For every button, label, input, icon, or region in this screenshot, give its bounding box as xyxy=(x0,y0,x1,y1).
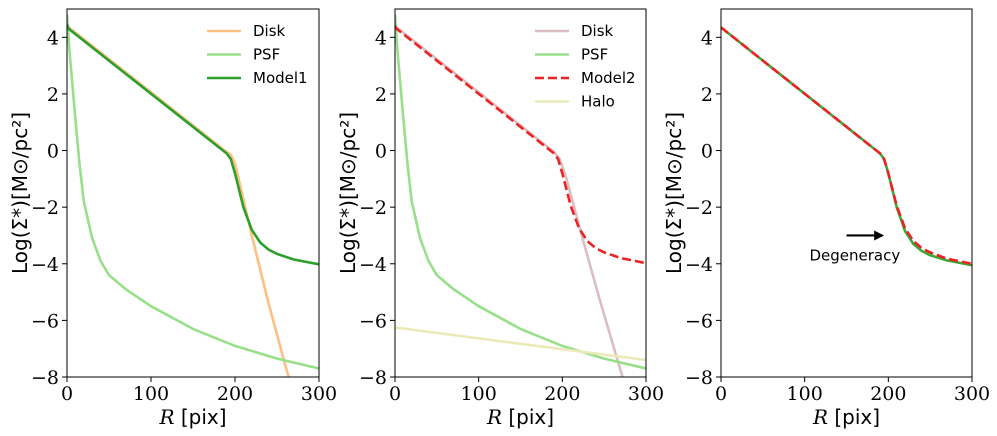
x-tick-label: 300 xyxy=(954,383,990,405)
x-tick-label: 200 xyxy=(217,383,253,405)
x-tick-label: 100 xyxy=(461,383,497,405)
x-tick-label: 300 xyxy=(628,383,664,405)
x-tick-label: 0 xyxy=(715,383,727,405)
y-tick-label: −8 xyxy=(359,367,387,389)
series-line-model2 xyxy=(721,26,972,266)
series-line-psf xyxy=(395,14,646,370)
x-axis-label: R [pix] xyxy=(486,405,554,429)
panel-left: 0 100 200 300 4 2 0 −2 −4 −6 −8 R [pix] Log(Σ*)[M⊙/p… xyxy=(8,8,337,429)
annotation-arrowhead xyxy=(874,230,885,241)
y-tick-label: −4 xyxy=(31,254,59,276)
y-tick-label: −6 xyxy=(31,310,59,332)
plot-area xyxy=(721,26,972,267)
y-tick-label: 4 xyxy=(701,27,713,49)
series-line-model1 xyxy=(721,26,972,267)
plot-area xyxy=(67,14,319,377)
legend-label-model2: Model2 xyxy=(581,69,636,87)
panel-middle: 0 100 200 300 4 2 0 −2 −4 −6 −8 R [pix] Log(Σ*)[M⊙/p… xyxy=(336,8,664,429)
y-tick-label: −2 xyxy=(685,197,713,219)
axes-frame xyxy=(66,8,320,378)
x-tick-label: 100 xyxy=(787,383,823,405)
y-tick-label: −6 xyxy=(685,310,713,332)
x-tick-label: 200 xyxy=(544,383,580,405)
panel-right: 0 100 200 300 4 2 0 −2 −4 −6 −8 R [pix] Log(Σ*)[M⊙/p… xyxy=(662,8,990,429)
x-tick-label: 0 xyxy=(61,383,73,405)
series-line-halo xyxy=(395,326,646,362)
y-axis-label: Log(Σ*)[M⊙/pc²] xyxy=(8,112,32,274)
y-tick-label: −2 xyxy=(359,197,387,219)
series-line-psf xyxy=(67,14,319,370)
legend-label-model1: Model1 xyxy=(253,69,308,87)
y-tick-label: −4 xyxy=(359,254,387,276)
y-tick-label: 4 xyxy=(47,27,59,49)
x-tick-label: 300 xyxy=(301,383,337,405)
annotation-label: Degeneracy xyxy=(809,246,900,264)
axes-frame xyxy=(720,8,973,378)
x-axis-label: R [pix] xyxy=(158,405,226,429)
y-tick-label: −2 xyxy=(31,197,59,219)
legend-label-psf: PSF xyxy=(581,46,608,64)
series-line-disk xyxy=(395,24,624,377)
y-tick-label: 0 xyxy=(375,141,387,163)
axes-frame xyxy=(394,8,647,378)
y-axis-label: Log(Σ*)[M⊙/pc²] xyxy=(662,112,686,274)
legend-label-disk: Disk xyxy=(581,22,614,40)
y-tick-label: −6 xyxy=(359,310,387,332)
y-tick-label: 0 xyxy=(701,141,713,163)
y-tick-label: 2 xyxy=(701,84,713,106)
legend-label-disk: Disk xyxy=(253,22,286,40)
y-tick-label: 0 xyxy=(47,141,59,163)
y-tick-label: −8 xyxy=(31,367,59,389)
x-tick-label: 200 xyxy=(870,383,906,405)
y-tick-label: −4 xyxy=(685,254,713,276)
x-tick-label: 100 xyxy=(133,383,169,405)
series-line-model1 xyxy=(67,24,319,266)
y-tick-label: 2 xyxy=(47,84,59,106)
x-axis-label: R [pix] xyxy=(812,405,880,429)
legend-label-psf: PSF xyxy=(253,46,280,64)
y-axis-label: Log(Σ*)[M⊙/pc²] xyxy=(336,112,360,274)
y-tick-label: 4 xyxy=(375,27,387,49)
y-tick-label: 2 xyxy=(375,84,387,106)
x-tick-label: 0 xyxy=(389,383,401,405)
plot-area xyxy=(395,14,646,377)
legend-label-halo: Halo xyxy=(581,93,615,111)
y-tick-label: −8 xyxy=(685,367,713,389)
series-line-model2 xyxy=(395,25,646,265)
